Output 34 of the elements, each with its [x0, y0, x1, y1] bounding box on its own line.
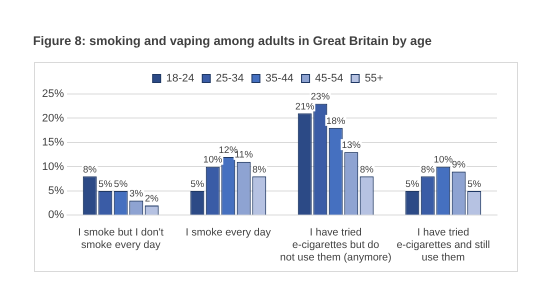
y-tick-label: 15% — [42, 136, 64, 149]
y-tick-label: 25% — [42, 88, 64, 100]
data-label: 8% — [420, 164, 436, 176]
x-tick-label: I smoke but I don't smoke every day — [78, 226, 164, 251]
data-label: 10% — [203, 154, 223, 166]
legend-label: 25-34 — [216, 72, 244, 85]
data-label: 5% — [405, 178, 420, 190]
x-tick-label: I have tried e-cigarettes and still use them — [396, 226, 490, 264]
x-tick-label: I smoke every day — [186, 226, 272, 238]
data-label: 8% — [252, 164, 267, 176]
data-label: 8% — [360, 164, 374, 176]
legend-label: 55+ — [364, 72, 384, 85]
legend-label: 18-24 — [166, 72, 194, 85]
chart-title: Figure 8: smoking and vaping among adults in Great Britain by age — [33, 34, 432, 48]
legend-label: 35-44 — [265, 72, 294, 85]
y-tick-label: 0% — [48, 209, 64, 222]
data-label: 10% — [434, 154, 454, 166]
x-tick-label: I have tried e-cigarettes but do not use them (anymore) — [280, 226, 392, 264]
data-label: 8% — [82, 164, 98, 176]
data-label: 18% — [326, 116, 346, 127]
data-label: 5% — [467, 178, 482, 190]
data-label: 21% — [295, 101, 315, 112]
legend-label: 45-54 — [315, 72, 344, 85]
y-tick-label: 5% — [48, 184, 64, 197]
y-tick-label: 10% — [42, 160, 64, 173]
data-label: 2% — [144, 193, 160, 204]
data-label: 5% — [190, 178, 205, 190]
data-label: 5% — [114, 178, 128, 190]
data-label: 9% — [452, 159, 466, 170]
data-label: 23% — [310, 92, 330, 103]
data-label: 3% — [129, 188, 144, 200]
y-tick-label: 20% — [42, 112, 64, 124]
data-label: 13% — [342, 140, 362, 152]
data-label: 5% — [98, 178, 113, 190]
